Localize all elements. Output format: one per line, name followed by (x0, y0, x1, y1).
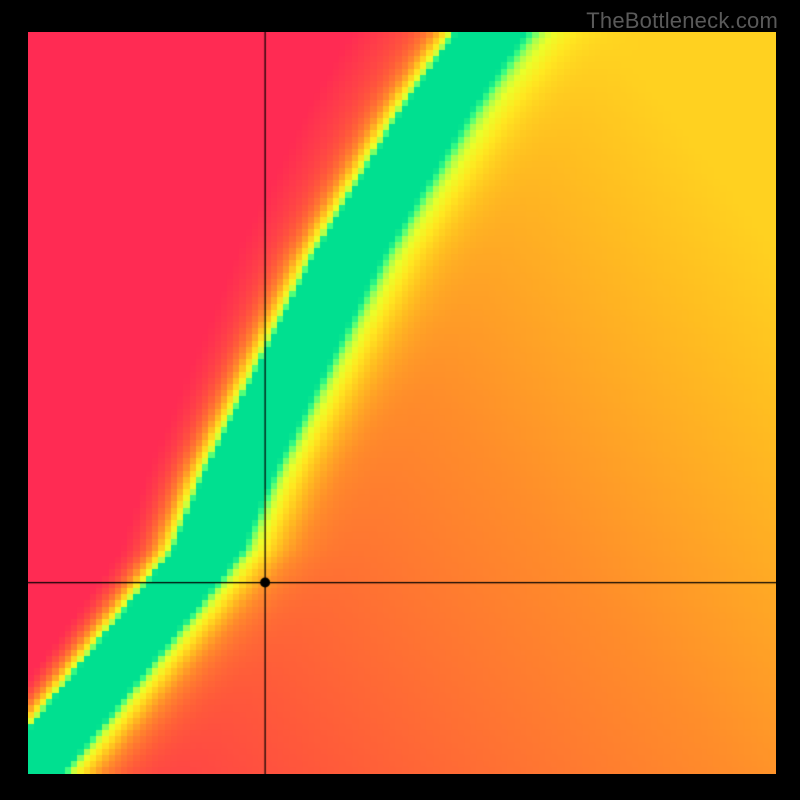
heatmap-canvas (28, 32, 776, 774)
watermark-text: TheBottleneck.com (586, 8, 778, 34)
chart-container: TheBottleneck.com (0, 0, 800, 800)
